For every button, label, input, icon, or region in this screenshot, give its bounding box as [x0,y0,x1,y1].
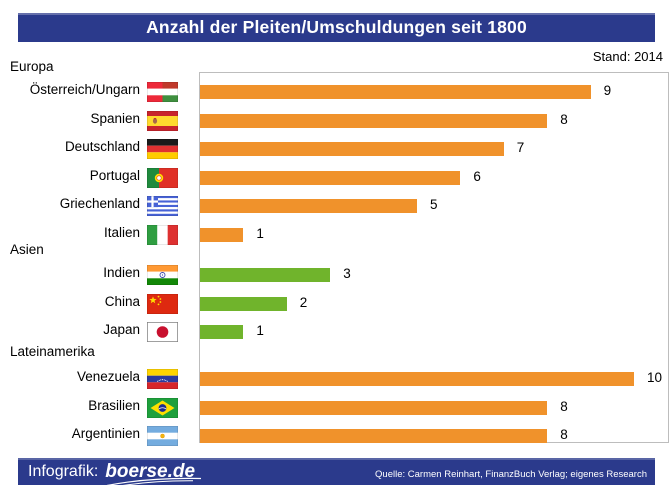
flag-greece-icon [147,196,178,216]
bar-argentina [200,429,548,443]
flag-argentina-icon [147,426,178,446]
value-label-austria-hungary: 9 [603,83,612,98]
group-label-lateinamerika: Lateinamerika [10,344,95,359]
country-label-venezuela: Venezuela [76,369,140,384]
bar-germany [200,142,504,156]
brand-text: boerse.de [105,461,196,482]
country-label-germany: Deutschland [64,139,140,154]
value-label-argentina: 8 [560,427,568,442]
country-label-portugal: Portugal [89,167,140,183]
value-label-brazil: 8 [560,398,568,414]
bar-brazil [200,400,548,415]
bar-japan [200,325,244,339]
group-label-europa: Europa [10,59,54,74]
value-label-spain: 8 [560,111,568,127]
flag-venezuela-icon [147,369,178,389]
flag-japan-icon [147,322,179,343]
bar-spain [200,113,548,128]
logo-swoosh-icon [107,477,202,487]
flag-austria-hungary-icon [147,82,178,102]
country-label-china: China [104,293,140,309]
source-label: Quelle: Carmen Reinhart, FinanzBuch Verl… [375,468,647,480]
infografik-label: Infografik: [28,462,99,480]
footer-banner: Infografik: boerse.de Quelle: Carmen Rei… [18,458,655,487]
bar-austria-hungary [200,85,591,99]
country-label-greece: Griechenland [59,196,140,211]
bar-china [200,296,287,311]
country-label-spain: Spanien [90,110,140,126]
bar-portugal [200,170,461,185]
flag-india-icon [147,265,178,285]
country-label-italy: Italien [103,224,140,240]
title-banner: Anzahl der Pleiten/Umschuldungen seit 18… [18,13,655,42]
bar-italy [200,227,244,242]
value-label-china: 2 [299,294,308,310]
country-label-argentina: Argentinien [71,426,140,441]
flag-china-icon [147,293,178,314]
group-label-asien: Asien [10,242,44,257]
value-label-japan: 1 [256,323,264,338]
flag-portugal-icon [147,167,178,188]
value-label-india: 3 [343,266,351,281]
boerse-de-logo: boerse.de [105,461,202,487]
value-label-portugal: 6 [473,168,481,184]
page-title: Anzahl der Pleiten/Umschuldungen seit 18… [146,17,527,37]
bar-venezuela [200,372,634,386]
country-label-japan: Japan [103,322,140,337]
value-label-greece: 5 [430,197,438,212]
flag-germany-icon [147,139,178,159]
flag-brazil-icon [147,397,178,418]
country-label-india: Indien [103,265,140,280]
country-label-brazil: Brasilien [88,397,140,413]
value-label-germany: 7 [516,140,525,155]
flag-italy-icon [147,224,178,245]
as-of-label: Stand: 2014 [592,49,663,64]
value-label-italy: 1 [256,225,264,241]
flag-spain-icon [147,110,178,131]
value-label-venezuela: 10 [647,370,663,385]
bar-greece [200,199,417,213]
country-label-austria-hungary: Österreich/Ungarn [29,82,140,97]
bar-india [200,268,331,282]
